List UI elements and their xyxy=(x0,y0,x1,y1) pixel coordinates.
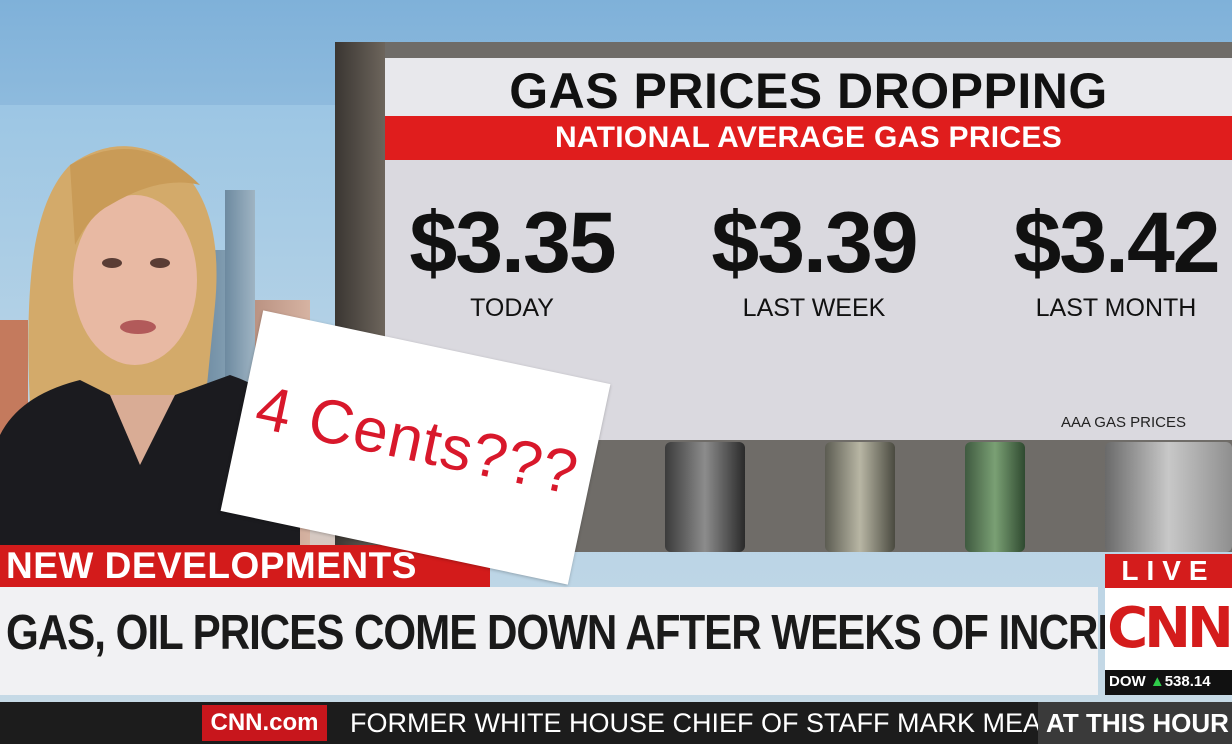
headline-text: GAS, OIL PRICES COME DOWN AFTER WEEKS OF… xyxy=(6,606,1232,660)
dow-ticker: DOW ▲538.14 xyxy=(1105,670,1232,695)
live-badge: LIVE xyxy=(1105,554,1232,588)
price-last-month: $3.42 LAST MONTH xyxy=(991,198,1232,323)
arrow-up-icon: ▲ xyxy=(1149,673,1165,690)
cnn-logo: CNN xyxy=(1107,596,1232,661)
pump-nozzle xyxy=(665,442,745,552)
pump-nozzle xyxy=(965,442,1025,552)
live-label: LIVE xyxy=(1121,555,1216,586)
dow-readout: DOW ▲538.14 xyxy=(1109,673,1211,690)
graphic-source: AAA GAS PRICES xyxy=(1060,414,1186,431)
gas-price-card: GAS PRICES DROPPING NATIONAL AVERAGE GAS… xyxy=(385,58,1232,440)
network-logo-box: CNN xyxy=(1105,588,1232,670)
subtitle-bar: NATIONAL AVERAGE GAS PRICES xyxy=(385,116,1232,160)
ticker-text: FORMER WHITE HOUSE CHIEF OF STAFF MARK M… xyxy=(350,708,1038,738)
site-badge: CNN.com xyxy=(202,705,327,741)
site-label: CNN.com xyxy=(210,709,319,736)
price-label: TODAY xyxy=(470,294,554,322)
dow-label: DOW xyxy=(1109,673,1146,690)
sticker-text: 4 Cents??? xyxy=(249,372,585,509)
headline-bar: GAS, OIL PRICES COME DOWN AFTER WEEKS OF… xyxy=(0,587,1232,695)
pump-nozzle xyxy=(825,442,895,552)
show-name-box: AT THIS HOUR xyxy=(1038,702,1232,744)
price-label: LAST MONTH xyxy=(1035,294,1197,322)
new-developments-tag: NEW DEVELOPMENTS xyxy=(0,545,490,587)
card-header: GAS PRICES DROPPING xyxy=(385,58,1232,119)
tag-label: NEW DEVELOPMENTS xyxy=(6,545,417,586)
price-last-week: $3.39 LAST WEEK xyxy=(689,198,939,323)
graphic-title: GAS PRICES DROPPING xyxy=(509,63,1108,119)
show-name: AT THIS HOUR xyxy=(1046,708,1229,738)
dow-value: 538.14 xyxy=(1164,673,1211,690)
price-value: $3.39 xyxy=(711,195,918,291)
subtitle-area: NATIONAL AVERAGE GAS PRICES xyxy=(385,116,1232,216)
price-value: $3.42 xyxy=(1013,195,1220,291)
pump-nozzle xyxy=(1105,442,1232,552)
price-today: $3.35 TODAY xyxy=(387,198,637,323)
graphic-subtitle: NATIONAL AVERAGE GAS PRICES xyxy=(554,121,1063,154)
price-label: LAST WEEK xyxy=(742,294,886,322)
price-value: $3.35 xyxy=(409,195,616,291)
